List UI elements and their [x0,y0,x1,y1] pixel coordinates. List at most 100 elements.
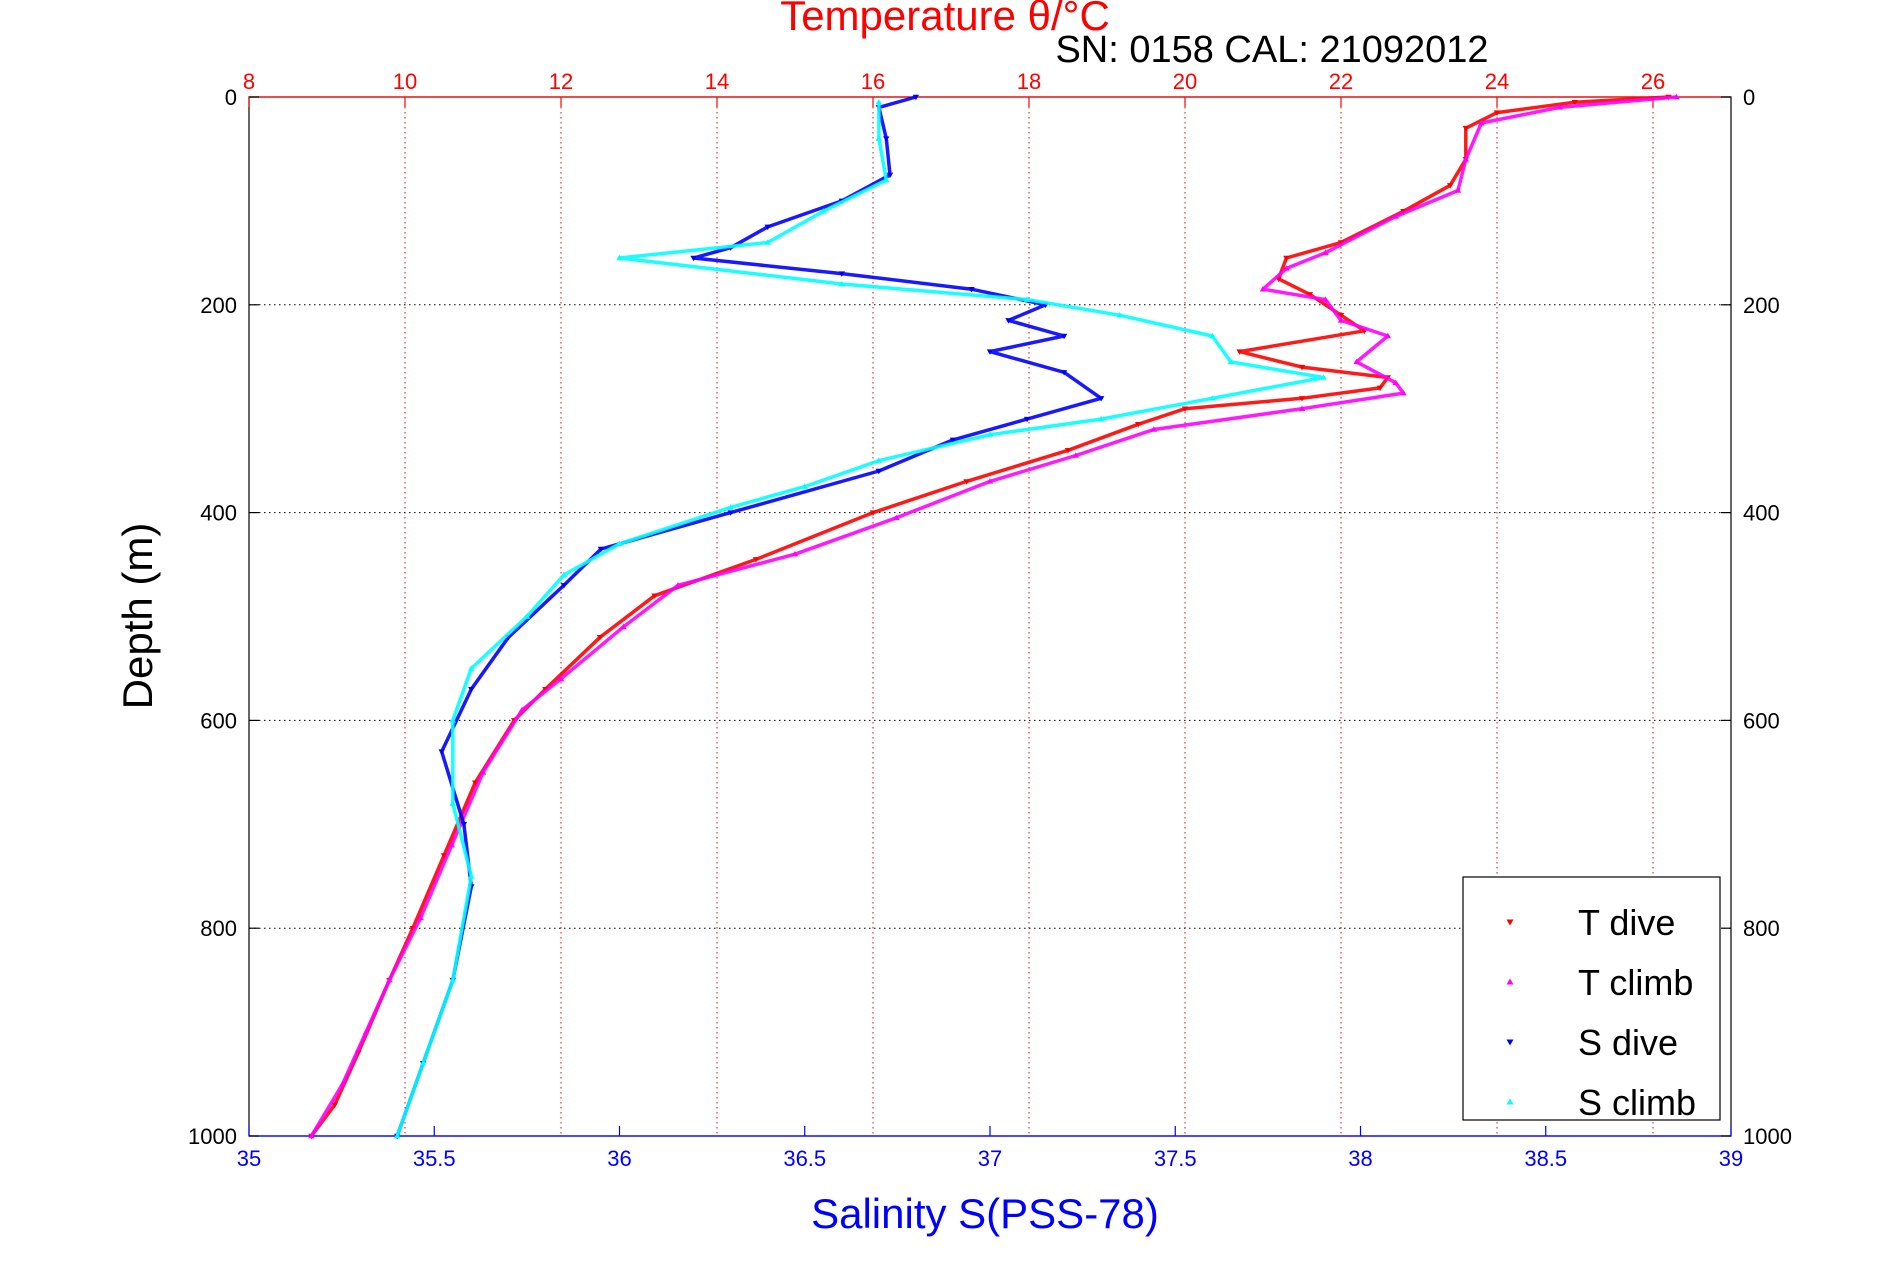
data-point [1209,332,1216,339]
data-point [560,571,568,578]
data-point [1150,426,1157,432]
salinity-tick-label: 37 [978,1146,1002,1171]
data-point [1462,125,1469,132]
data-point [596,635,604,641]
salinity-ticks: 35 35.5 36 36.5 37 37.5 38 38.5 39 [237,1126,1743,1171]
data-point [560,583,568,589]
y-axis-label: Depth (m) [114,523,161,710]
data-point [893,514,900,521]
temperature-tick-label: 24 [1485,69,1509,94]
data-point [674,582,682,588]
data-point [1072,452,1079,458]
data-point [1298,396,1306,402]
data-point [1097,415,1105,422]
depth-tick-label-left: 1000 [188,1124,237,1149]
temperature-tick-label: 12 [549,69,573,94]
data-point [963,479,970,485]
data-point [1447,183,1454,189]
series-trace [309,95,1677,1137]
data-point [460,822,468,828]
data-point [1097,396,1105,402]
salinity-tick-label: 36.5 [783,1146,826,1171]
salinity-tick-label: 36 [607,1146,631,1171]
depth-tick-label-right: 1000 [1743,1124,1792,1149]
data-point [1571,99,1579,106]
data-point [449,717,456,723]
data-point [986,431,994,437]
depth-ticks-left: 0 200 400 600 800 1000 [188,85,259,1149]
legend-marker [1506,1039,1514,1046]
data-point [449,800,456,806]
data-point [523,613,531,619]
data-point [518,706,526,713]
data-point [1376,385,1384,392]
data-point [1298,364,1306,371]
data-point [468,873,475,879]
data-point [838,280,845,287]
data-point [1392,379,1399,385]
data-point [386,976,393,983]
data-point [764,239,771,245]
legend-label: S dive [1578,1022,1678,1063]
data-point [1306,292,1313,298]
depth-tick-label-right: 0 [1743,85,1755,110]
depth-tick-label-left: 400 [200,501,237,526]
data-point [883,136,890,142]
data-point [764,224,771,231]
data-point [339,1080,346,1087]
data-point [1353,358,1360,365]
data-point [1181,406,1189,412]
data-point [1116,311,1123,318]
data-point [875,98,883,105]
salinity-tick-label: 38.5 [1524,1146,1567,1171]
data-point [362,1028,370,1035]
data-point [875,457,883,463]
data-point [1493,110,1501,116]
legend: T dive T climb S dive S climb [1462,876,1721,1123]
data-point [912,94,920,101]
data-point [1392,213,1399,219]
data-point [1135,422,1142,428]
data-point [1023,416,1031,423]
instrument-annotation: SN: 0158 CAL: 21092012 [1055,29,1488,71]
temperature-tick-label: 20 [1173,69,1197,94]
data-point [448,841,455,848]
temperature-tick-label: 18 [1017,69,1041,94]
data-point [801,483,808,489]
data-point [820,208,827,214]
data-point [1337,312,1345,319]
data-point [1227,358,1235,365]
data-point [1064,448,1072,454]
data-point [869,510,877,516]
salinity-tick-label: 39 [1719,1146,1743,1171]
data-point [1322,249,1329,256]
data-point [1320,374,1327,380]
data-point [1298,405,1306,411]
data-point [1454,187,1462,193]
data-point [986,349,994,355]
data-point [1209,395,1216,401]
data-point [557,675,565,682]
data-point [838,271,845,277]
temperature-tick-label: 22 [1329,69,1353,94]
chart-title: Temperature θ/°C [780,0,1110,39]
data-point [468,686,475,693]
data-point [1322,296,1329,302]
x-axis-label: Salinity S(PSS-78) [811,1190,1159,1237]
data-point [417,914,424,921]
data-point [620,623,627,630]
data-point [690,255,697,262]
data-point [1478,119,1485,126]
data-point [616,254,623,261]
salinity-tick-label: 38 [1348,1146,1372,1171]
series-trace [395,95,1103,1137]
data-point [1023,296,1031,302]
data-point [440,853,448,859]
data-point [791,550,799,557]
series-t-climb [308,93,1680,1139]
temperature-tick-label: 26 [1641,69,1665,94]
legend-marker [1506,1098,1514,1105]
data-point [479,769,487,775]
data-point [1283,265,1290,271]
